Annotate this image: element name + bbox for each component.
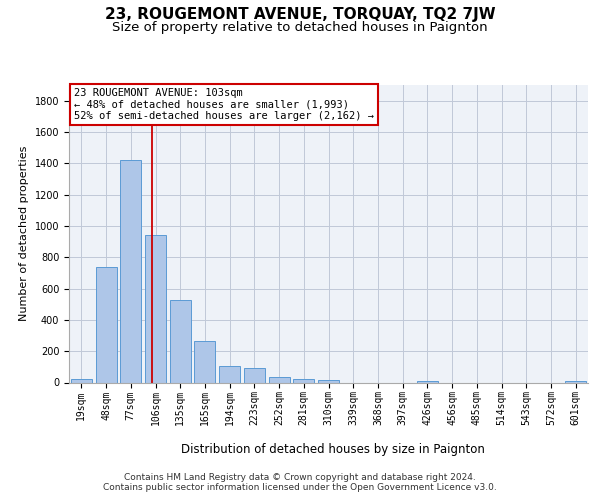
Bar bbox=[417, 381, 438, 382]
Bar bbox=[71, 380, 92, 382]
Bar bbox=[318, 380, 339, 382]
Bar bbox=[194, 341, 215, 382]
Bar bbox=[219, 366, 240, 382]
Bar bbox=[170, 300, 191, 382]
Bar bbox=[244, 368, 265, 382]
Text: Size of property relative to detached houses in Paignton: Size of property relative to detached ho… bbox=[112, 22, 488, 35]
Bar bbox=[120, 160, 141, 382]
Text: 23 ROUGEMONT AVENUE: 103sqm
← 48% of detached houses are smaller (1,993)
52% of : 23 ROUGEMONT AVENUE: 103sqm ← 48% of det… bbox=[74, 88, 374, 121]
Text: Distribution of detached houses by size in Paignton: Distribution of detached houses by size … bbox=[181, 442, 485, 456]
Text: 23, ROUGEMONT AVENUE, TORQUAY, TQ2 7JW: 23, ROUGEMONT AVENUE, TORQUAY, TQ2 7JW bbox=[104, 8, 496, 22]
Text: Contains HM Land Registry data © Crown copyright and database right 2024.: Contains HM Land Registry data © Crown c… bbox=[124, 472, 476, 482]
Bar bbox=[145, 236, 166, 382]
Bar bbox=[95, 266, 116, 382]
Bar bbox=[565, 381, 586, 382]
Y-axis label: Number of detached properties: Number of detached properties bbox=[19, 146, 29, 322]
Bar bbox=[269, 377, 290, 382]
Text: Contains public sector information licensed under the Open Government Licence v3: Contains public sector information licen… bbox=[103, 484, 497, 492]
Bar bbox=[293, 378, 314, 382]
